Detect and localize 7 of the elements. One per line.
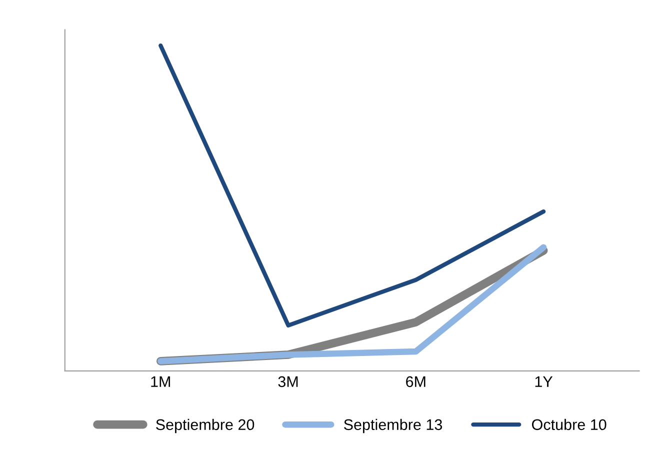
x-tick-label: 1M	[151, 376, 170, 387]
x-tick-label: 1Y	[535, 376, 553, 387]
legend-label: Octubre 10	[532, 418, 606, 430]
x-tick-label: 3M	[278, 376, 298, 388]
legend-label: Septiembre 20	[156, 418, 254, 434]
x-tick-label: 6M	[406, 376, 426, 388]
legend-label: Septiembre 13	[344, 418, 442, 434]
